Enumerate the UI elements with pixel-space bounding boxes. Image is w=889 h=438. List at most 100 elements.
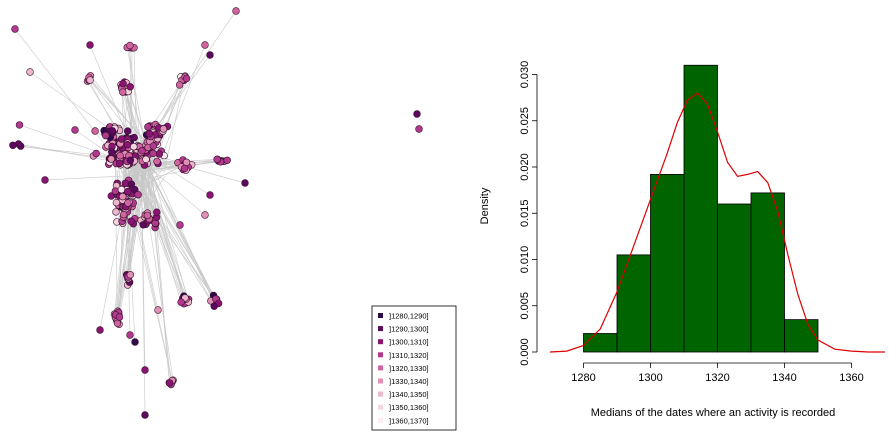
x-tick-label: 1320 xyxy=(705,372,729,384)
network-node xyxy=(153,209,160,216)
legend-swatch xyxy=(378,418,383,423)
x-tick-label: 1280 xyxy=(571,372,595,384)
network-node xyxy=(156,151,163,158)
histogram-bar xyxy=(651,174,685,352)
network-node xyxy=(87,42,94,49)
network-node xyxy=(176,82,183,89)
network-node xyxy=(102,132,109,139)
network-node xyxy=(144,212,151,219)
network-node xyxy=(202,42,209,49)
network-node xyxy=(92,128,99,135)
histogram-bars xyxy=(584,65,819,352)
legend-label: ]1310,1320] xyxy=(389,351,429,360)
network-node xyxy=(27,69,34,76)
network-node xyxy=(113,199,120,206)
network-node xyxy=(178,299,185,306)
network-node xyxy=(119,193,126,200)
network-node xyxy=(142,412,149,419)
legend-swatch xyxy=(378,405,383,410)
network-node xyxy=(108,149,115,156)
network-node xyxy=(233,8,240,15)
network-node xyxy=(242,180,249,187)
network-node xyxy=(214,156,221,163)
x-tick-label: 1340 xyxy=(772,372,796,384)
network-node xyxy=(414,111,421,118)
network-node xyxy=(181,165,188,172)
network-graph: ]1280,1290] ]1290,1300] ]1300,1310] ]1310,1… xyxy=(0,0,470,433)
network-node xyxy=(135,191,142,198)
network-node xyxy=(116,314,123,321)
legend-label: ]1300,1310] xyxy=(389,338,429,347)
histogram-bar xyxy=(684,65,718,352)
y-tick-label: 0.005 xyxy=(519,292,531,320)
network-node xyxy=(126,42,133,49)
network-node xyxy=(119,89,126,96)
y-tick-label: 0.030 xyxy=(519,61,531,89)
network-node xyxy=(131,134,138,141)
network-node xyxy=(124,128,131,135)
histogram-bar xyxy=(617,255,651,352)
network-node xyxy=(207,192,214,199)
network-node xyxy=(127,83,134,90)
network-node xyxy=(114,320,121,327)
network-node xyxy=(128,218,135,225)
network-node xyxy=(87,77,94,84)
network-node xyxy=(142,367,149,374)
network-graph-panel: ]1280,1290] ]1290,1300] ]1300,1310] ]1310,1… xyxy=(0,0,470,433)
legend-label: ]1320,1330] xyxy=(389,364,429,373)
network-node xyxy=(154,158,161,165)
histogram-bar xyxy=(584,334,618,353)
network-node xyxy=(113,209,120,216)
legend-label: ]1280,1290] xyxy=(389,312,429,321)
network-node xyxy=(150,150,157,157)
legend-swatch xyxy=(378,313,383,318)
network-node xyxy=(108,156,115,163)
x-tick-label: 1360 xyxy=(839,372,863,384)
network-node xyxy=(120,80,127,87)
network-node xyxy=(183,75,190,82)
legend-swatch xyxy=(378,352,383,357)
network-node xyxy=(183,159,190,166)
network-node xyxy=(120,211,127,218)
network-node xyxy=(124,188,131,195)
network-node xyxy=(42,177,49,184)
network-node xyxy=(166,380,173,387)
network-node xyxy=(127,271,134,278)
network-node xyxy=(177,222,184,229)
y-tick-label: 0.025 xyxy=(519,107,531,135)
network-nodes xyxy=(10,8,423,419)
network-node xyxy=(97,327,104,334)
network-node xyxy=(10,142,17,149)
network-node xyxy=(118,136,125,143)
network-node xyxy=(150,143,157,150)
network-node xyxy=(416,126,423,133)
x-tick-label: 1300 xyxy=(638,372,662,384)
legend-label: ]1290,1300] xyxy=(389,325,429,334)
network-node xyxy=(116,160,123,167)
network-node xyxy=(132,339,139,346)
histogram-bar xyxy=(785,320,819,352)
network-node xyxy=(16,122,23,129)
y-tick-label: 0.010 xyxy=(519,246,531,274)
network-node xyxy=(143,156,150,163)
network-node xyxy=(124,141,131,148)
legend-swatch xyxy=(378,379,383,384)
x-axis-label: Medians of the dates where an activity i… xyxy=(591,407,836,419)
network-node xyxy=(127,157,134,164)
network-node xyxy=(117,152,124,159)
network-node xyxy=(93,150,100,157)
legend-label: ]1350,1360] xyxy=(389,403,429,412)
legend-swatch xyxy=(378,339,383,344)
y-tick-label: 0.015 xyxy=(519,199,531,227)
network-node xyxy=(130,143,137,150)
network-node xyxy=(211,303,218,310)
network-node xyxy=(146,130,153,137)
histogram-bar xyxy=(718,204,752,352)
legend-swatch xyxy=(378,365,383,370)
network-node xyxy=(207,52,214,59)
network-node xyxy=(202,212,209,219)
x-axis: 1280 1300 1320 1340 1360 xyxy=(571,363,863,384)
legend-swatch xyxy=(378,326,383,331)
